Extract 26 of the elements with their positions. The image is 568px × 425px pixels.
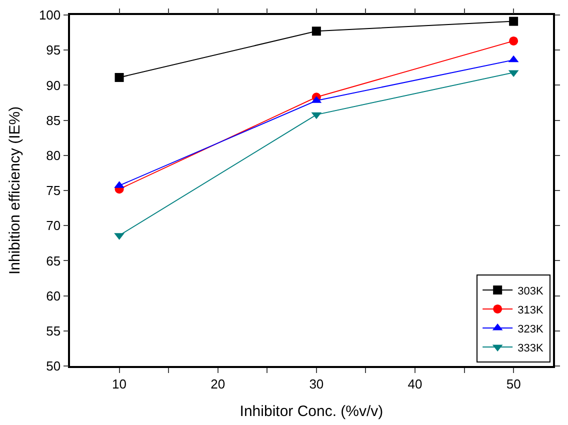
x-tick-label: 40 (408, 376, 422, 392)
x-tick-label: 20 (210, 376, 226, 392)
y-tick-label: 65 (46, 253, 61, 268)
legend-label: 333K (518, 342, 544, 354)
y-axis-title: Inhibition efficiency (IE%) (6, 106, 24, 275)
y-tick-label: 60 (46, 288, 61, 304)
y-tick-label: 100 (38, 8, 61, 23)
x-axis-title: Inhibitor Conc. (%v/v) (240, 402, 384, 420)
y-tick-label: 85 (46, 112, 61, 128)
point (509, 16, 518, 26)
point (114, 72, 124, 82)
point (312, 26, 321, 36)
x-tick-label: 10 (112, 376, 127, 392)
y-tick-label: 55 (46, 323, 61, 338)
point (509, 36, 518, 46)
x-tick-label: 50 (506, 376, 521, 392)
y-tick-label: 75 (46, 183, 61, 198)
y-tick-label: 70 (46, 218, 61, 234)
y-tick-label: 80 (46, 148, 61, 163)
legend-label: 323K (518, 323, 544, 336)
legend-label: 313K (518, 304, 544, 316)
legend-label: 303K (518, 285, 544, 298)
x-tick-label: 30 (309, 376, 324, 392)
y-tick-label: 50 (46, 358, 61, 374)
y-tick-label: 90 (46, 78, 61, 93)
y-tick-label: 95 (46, 42, 61, 58)
